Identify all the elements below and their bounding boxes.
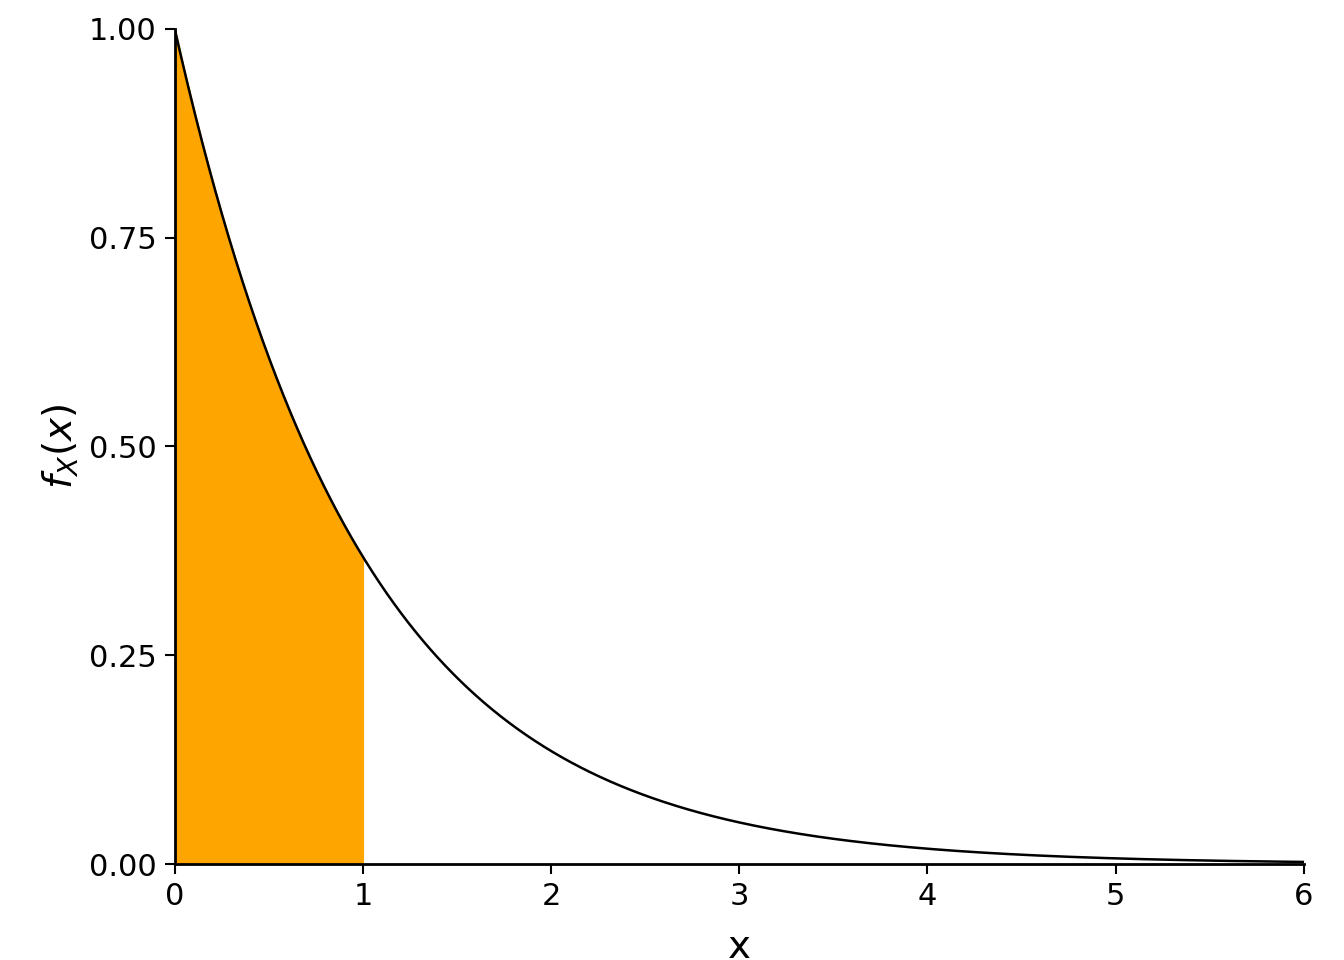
Y-axis label: $f_X(x)$: $f_X(x)$ (40, 404, 81, 489)
X-axis label: x: x (727, 927, 751, 960)
